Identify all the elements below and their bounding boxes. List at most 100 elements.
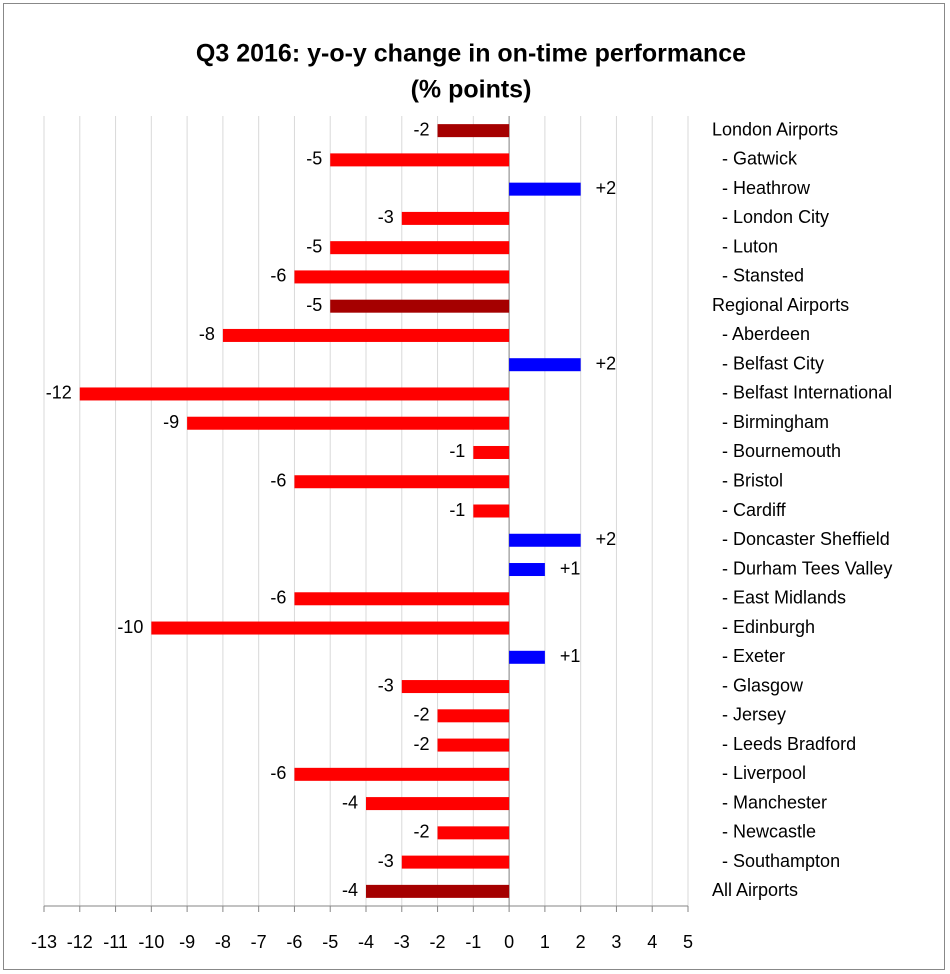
bar	[187, 416, 510, 430]
bar	[330, 153, 510, 167]
category-label: - Cardiff	[712, 500, 787, 520]
x-tick-label: -7	[251, 932, 267, 952]
category-label: - Bristol	[712, 470, 783, 490]
bar	[473, 445, 510, 459]
category-label: Regional Airports	[712, 295, 849, 315]
data-label: -2	[414, 119, 430, 139]
category-label: - Jersey	[712, 705, 786, 725]
data-label: -6	[270, 266, 286, 286]
bar	[222, 328, 510, 342]
chart-subtitle: (% points)	[411, 76, 532, 104]
x-tick-label: -3	[394, 932, 410, 952]
bar	[401, 211, 510, 225]
data-label: -6	[270, 763, 286, 783]
data-label: +2	[596, 178, 617, 198]
bar	[473, 504, 510, 518]
bar	[509, 533, 581, 547]
category-label: - Birmingham	[712, 412, 829, 432]
category-label: - Glasgow	[712, 675, 804, 695]
bar	[151, 621, 510, 635]
x-tick-label: -4	[358, 932, 374, 952]
bar	[401, 855, 510, 869]
category-label: - Exeter	[712, 646, 785, 666]
category-label: London Airports	[712, 119, 838, 139]
data-label: -1	[449, 500, 465, 520]
bar	[294, 592, 510, 606]
category-label: - Durham Tees Valley	[712, 558, 892, 578]
data-label: -4	[342, 792, 358, 812]
data-label: +2	[596, 529, 617, 549]
category-label: - Heathrow	[712, 178, 811, 198]
x-tick-label: -6	[286, 932, 302, 952]
bar	[330, 241, 510, 255]
data-label: -12	[46, 383, 72, 403]
category-label: - Leeds Bradford	[712, 734, 856, 754]
data-label: -3	[378, 207, 394, 227]
x-tick-label: -8	[215, 932, 231, 952]
x-tick-label: -13	[31, 932, 57, 952]
data-label: -9	[163, 412, 179, 432]
data-label: +1	[560, 646, 581, 666]
category-label: - Newcastle	[712, 822, 816, 842]
data-label: -5	[306, 236, 322, 256]
category-label: - Aberdeen	[712, 324, 810, 344]
category-label: - London City	[712, 207, 829, 227]
x-tick-label: 0	[504, 932, 514, 952]
bar	[366, 797, 510, 811]
x-tick-label: -11	[103, 932, 128, 952]
bar	[79, 387, 510, 401]
data-label: -4	[342, 880, 358, 900]
bar	[509, 650, 545, 664]
data-label: -1	[449, 441, 465, 461]
data-label: -5	[306, 149, 322, 169]
data-label: -3	[378, 851, 394, 871]
bar	[294, 475, 510, 489]
data-label: -8	[199, 324, 215, 344]
category-label: - Belfast International	[712, 383, 892, 403]
bar	[509, 182, 581, 196]
category-label: - Southampton	[712, 851, 840, 871]
data-label: +1	[560, 558, 581, 578]
x-tick-label: -1	[465, 932, 481, 952]
category-label: - East Midlands	[712, 588, 846, 608]
bar	[437, 738, 510, 752]
data-label: -3	[378, 675, 394, 695]
x-tick-label: -9	[179, 932, 195, 952]
data-label: -2	[414, 705, 430, 725]
data-label: +2	[596, 353, 617, 373]
data-label: -10	[117, 617, 143, 637]
bar	[294, 767, 510, 781]
category-label: - Gatwick	[712, 149, 798, 169]
category-label: - Manchester	[712, 792, 827, 812]
category-label: - Stansted	[712, 266, 804, 286]
x-tick-label: 5	[683, 932, 693, 952]
bar	[437, 124, 510, 138]
bar	[509, 358, 581, 372]
data-label: -5	[306, 295, 322, 315]
bar	[330, 299, 510, 313]
x-tick-label: -5	[322, 932, 338, 952]
x-tick-label: 4	[647, 932, 657, 952]
chart-title: Q3 2016: y-o-y change in on-time perform…	[196, 40, 746, 68]
x-tick-label: -12	[67, 932, 93, 952]
category-label: - Luton	[712, 236, 778, 256]
category-label: All Airports	[712, 880, 798, 900]
category-label: - Edinburgh	[712, 617, 815, 637]
category-label: - Belfast City	[712, 353, 824, 373]
category-label: - Liverpool	[712, 763, 806, 783]
bar	[437, 709, 510, 723]
x-tick-label: -10	[138, 932, 164, 952]
data-label: -6	[270, 588, 286, 608]
category-label: - Doncaster Sheffield	[712, 529, 890, 549]
data-label: -2	[414, 822, 430, 842]
bar	[509, 563, 545, 577]
bar	[294, 270, 510, 284]
x-tick-label: -2	[430, 932, 446, 952]
bar	[366, 884, 510, 898]
category-label: - Bournemouth	[712, 441, 841, 461]
bar	[401, 680, 510, 694]
data-label: -2	[414, 734, 430, 754]
x-tick-label: 2	[576, 932, 586, 952]
